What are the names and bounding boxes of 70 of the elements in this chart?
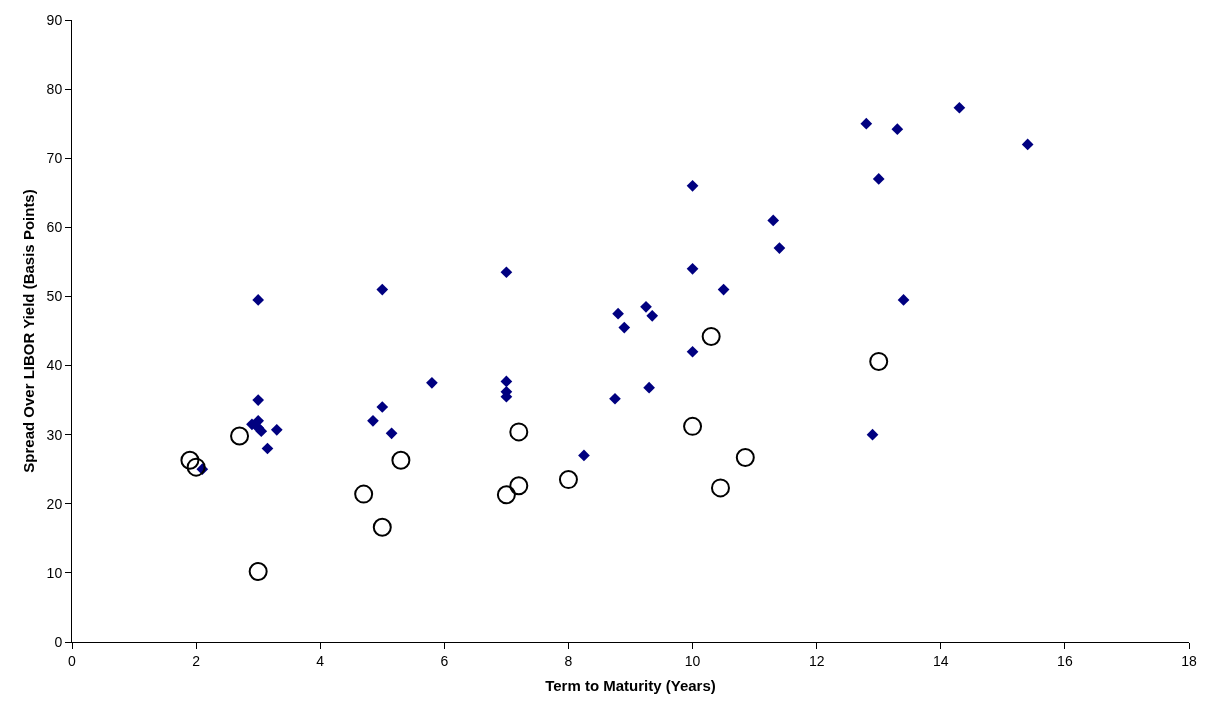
point [509,422,529,442]
point [710,478,730,498]
point [767,214,780,227]
point [1021,138,1034,151]
point [385,427,398,440]
y-tick-label: 60 [46,219,63,236]
point [372,517,392,537]
x-tick-label: 2 [192,652,201,669]
point [701,327,721,347]
point [509,476,529,496]
point [683,416,703,436]
y-tick-label: 90 [46,11,63,28]
point [686,262,699,275]
x-tick-label: 0 [68,652,77,669]
point [860,117,873,130]
point [717,283,730,296]
point [612,307,624,320]
point [686,345,699,358]
point [255,425,268,438]
point [354,484,374,504]
point [609,392,621,405]
point [866,428,879,441]
x-tick-label: 4 [316,652,325,669]
x-tick-label: 14 [932,652,949,669]
point [496,485,516,505]
point [891,123,904,136]
point [500,266,513,279]
y-tick-label: 70 [46,150,63,167]
point [376,283,389,296]
x-tick-label: 8 [564,652,573,669]
point [426,376,438,389]
x-tick-label: 18 [1181,652,1197,669]
point [735,447,755,467]
y-axis-title: Spread Over LIBOR Yield (Basis Points) [19,189,37,473]
x-tick-label: 12 [808,652,825,669]
point [230,426,250,446]
y-tick-label: 40 [46,357,63,374]
y-tick-label: 50 [46,288,63,305]
y-tick-label: 80 [46,81,63,98]
point [252,394,265,406]
point [640,300,652,313]
point [270,423,283,436]
point [391,450,411,470]
point [953,101,966,114]
point [646,309,659,322]
point [376,401,389,413]
point [869,351,889,371]
point [367,414,379,427]
point [872,173,885,185]
point [643,381,655,394]
y-tick-label: 20 [46,495,63,512]
x-tick-label: 6 [440,652,449,669]
point [261,442,274,455]
point [186,457,206,477]
point [558,470,578,490]
point [500,375,513,388]
point [897,294,910,306]
point [248,562,268,581]
x-axis-title: Term to Maturity (Years) [545,676,716,694]
point [252,294,265,306]
point [578,449,590,462]
point [180,450,200,470]
point [686,180,699,192]
point [618,321,631,334]
point [773,242,786,254]
x-tick-label: 10 [684,652,701,669]
y-tick-label: 10 [46,564,63,581]
y-tick-label: 0 [54,633,63,650]
x-tick-label: 16 [1057,652,1073,669]
y-tick-label: 30 [46,426,63,443]
